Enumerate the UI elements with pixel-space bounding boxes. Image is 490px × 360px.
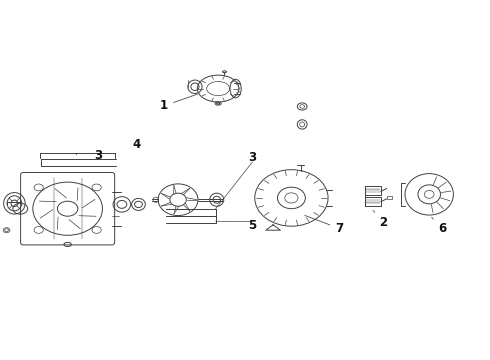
Text: 6: 6: [432, 217, 446, 235]
Text: 4: 4: [132, 138, 141, 151]
Bar: [365, 197, 381, 207]
Text: 5: 5: [248, 219, 256, 233]
Text: 7: 7: [305, 215, 343, 235]
Text: 2: 2: [373, 211, 388, 229]
FancyBboxPatch shape: [21, 172, 115, 245]
Bar: [365, 186, 381, 195]
Text: 3: 3: [95, 149, 102, 162]
Text: 3: 3: [248, 151, 256, 164]
Bar: [387, 195, 392, 199]
Text: 1: 1: [160, 94, 197, 112]
